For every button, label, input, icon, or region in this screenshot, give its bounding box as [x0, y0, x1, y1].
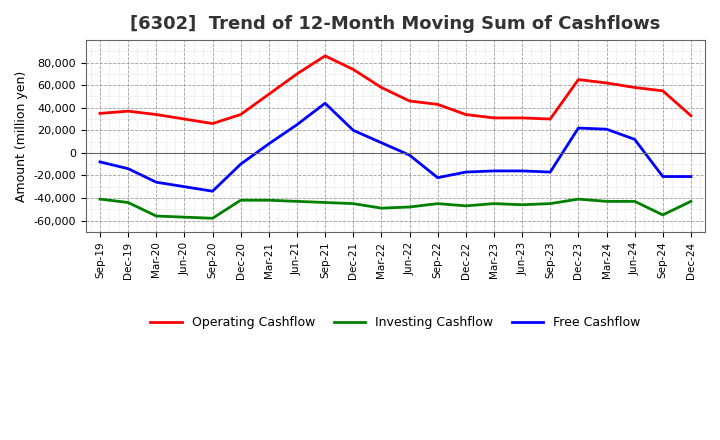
Investing Cashflow: [152, 213, 161, 219]
Investing Cashflow: [96, 197, 104, 202]
Investing Cashflow: [264, 198, 273, 203]
Investing Cashflow: [124, 200, 132, 205]
Free Cashflow: [349, 128, 358, 133]
Investing Cashflow: [208, 216, 217, 221]
Investing Cashflow: [659, 212, 667, 217]
Operating Cashflow: [292, 71, 301, 77]
Investing Cashflow: [490, 201, 498, 206]
Operating Cashflow: [236, 112, 245, 117]
Operating Cashflow: [462, 112, 470, 117]
Operating Cashflow: [433, 102, 442, 107]
Investing Cashflow: [574, 197, 582, 202]
Investing Cashflow: [236, 198, 245, 203]
Operating Cashflow: [630, 85, 639, 90]
Operating Cashflow: [377, 85, 386, 90]
Investing Cashflow: [630, 199, 639, 204]
Investing Cashflow: [433, 201, 442, 206]
Free Cashflow: [630, 137, 639, 142]
Free Cashflow: [659, 174, 667, 179]
Operating Cashflow: [180, 117, 189, 122]
Free Cashflow: [546, 169, 554, 175]
Free Cashflow: [602, 127, 611, 132]
Free Cashflow: [490, 168, 498, 173]
Operating Cashflow: [546, 117, 554, 122]
Investing Cashflow: [518, 202, 526, 207]
Free Cashflow: [124, 166, 132, 171]
Free Cashflow: [687, 174, 696, 179]
Free Cashflow: [574, 125, 582, 131]
Free Cashflow: [152, 180, 161, 185]
Free Cashflow: [292, 122, 301, 127]
Operating Cashflow: [518, 115, 526, 121]
Free Cashflow: [96, 159, 104, 165]
Free Cashflow: [433, 175, 442, 180]
Investing Cashflow: [377, 205, 386, 211]
Free Cashflow: [321, 101, 330, 106]
Free Cashflow: [236, 161, 245, 167]
Operating Cashflow: [96, 111, 104, 116]
Operating Cashflow: [208, 121, 217, 126]
Investing Cashflow: [180, 215, 189, 220]
Operating Cashflow: [321, 53, 330, 59]
Investing Cashflow: [405, 204, 414, 209]
Free Cashflow: [180, 184, 189, 189]
Operating Cashflow: [264, 92, 273, 97]
Legend: Operating Cashflow, Investing Cashflow, Free Cashflow: Operating Cashflow, Investing Cashflow, …: [145, 311, 646, 334]
Operating Cashflow: [349, 67, 358, 72]
Investing Cashflow: [462, 203, 470, 209]
Free Cashflow: [405, 153, 414, 158]
Investing Cashflow: [546, 201, 554, 206]
Line: Investing Cashflow: Investing Cashflow: [100, 199, 691, 218]
Operating Cashflow: [687, 113, 696, 118]
Operating Cashflow: [405, 99, 414, 104]
Free Cashflow: [264, 141, 273, 147]
Free Cashflow: [208, 189, 217, 194]
Investing Cashflow: [321, 200, 330, 205]
Operating Cashflow: [574, 77, 582, 82]
Title: [6302]  Trend of 12-Month Moving Sum of Cashflows: [6302] Trend of 12-Month Moving Sum of C…: [130, 15, 661, 33]
Free Cashflow: [518, 168, 526, 173]
Investing Cashflow: [687, 199, 696, 204]
Operating Cashflow: [659, 88, 667, 93]
Line: Operating Cashflow: Operating Cashflow: [100, 56, 691, 124]
Free Cashflow: [462, 169, 470, 175]
Operating Cashflow: [152, 112, 161, 117]
Y-axis label: Amount (million yen): Amount (million yen): [15, 70, 28, 202]
Operating Cashflow: [490, 115, 498, 121]
Line: Free Cashflow: Free Cashflow: [100, 103, 691, 191]
Operating Cashflow: [124, 109, 132, 114]
Free Cashflow: [377, 140, 386, 145]
Investing Cashflow: [602, 199, 611, 204]
Investing Cashflow: [292, 199, 301, 204]
Operating Cashflow: [602, 81, 611, 86]
Investing Cashflow: [349, 201, 358, 206]
